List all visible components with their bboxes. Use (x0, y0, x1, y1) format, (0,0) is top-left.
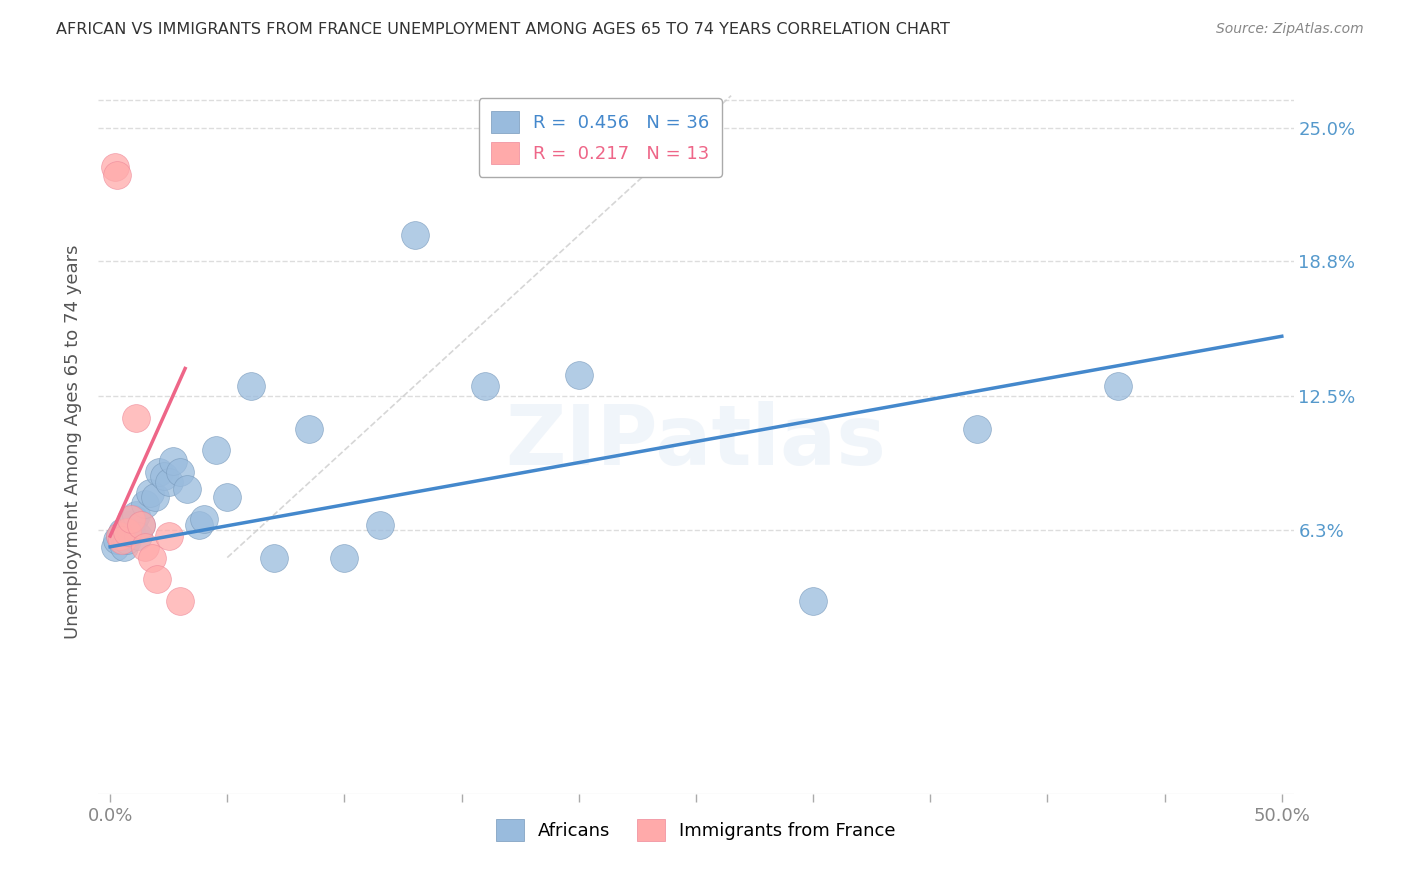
Point (125, 508, 148, 522)
Point (120, 524, 142, 539)
Point (153, 469, 176, 483)
Point (125, 411, 148, 425)
Point (115, 524, 138, 539)
Point (176, 482, 198, 496)
Point (568, 368, 591, 382)
Point (141, 550, 163, 565)
Point (169, 593, 191, 607)
Text: ZIPatlas: ZIPatlas (506, 401, 886, 482)
Point (148, 465, 170, 479)
Point (239, 378, 262, 392)
Point (193, 512, 215, 526)
Point (134, 497, 156, 511)
Point (474, 378, 496, 392)
Point (143, 491, 166, 505)
Point (162, 454, 184, 468)
Point (127, 529, 149, 543)
Point (104, 540, 127, 554)
Point (157, 529, 180, 543)
Point (298, 422, 321, 436)
Point (105, 533, 128, 548)
Point (105, 168, 128, 182)
Point (115, 533, 138, 548)
Point (217, 491, 239, 505)
Text: Source: ZipAtlas.com: Source: ZipAtlas.com (1216, 22, 1364, 37)
Point (111, 533, 134, 548)
Point (118, 518, 141, 533)
Text: AFRICAN VS IMMIGRANTS FROM FRANCE UNEMPLOYMENT AMONG AGES 65 TO 74 YEARS CORRELA: AFRICAN VS IMMIGRANTS FROM FRANCE UNEMPL… (56, 22, 950, 37)
Y-axis label: Unemployment Among Ages 65 to 74 years: Unemployment Among Ages 65 to 74 years (63, 244, 82, 639)
Point (263, 550, 285, 565)
Point (966, 422, 988, 436)
Point (404, 228, 426, 243)
Point (108, 529, 131, 543)
Point (112, 540, 135, 554)
Point (204, 443, 226, 458)
Point (188, 518, 211, 533)
Point (368, 518, 391, 533)
Point (139, 486, 162, 500)
Point (111, 524, 134, 539)
Point (1107, 378, 1129, 392)
Point (157, 475, 180, 490)
Point (129, 518, 152, 533)
Point (122, 512, 145, 526)
Point (801, 593, 824, 607)
Legend: Africans, Immigrants from France: Africans, Immigrants from France (489, 812, 903, 848)
Point (120, 512, 142, 526)
Point (104, 160, 127, 174)
Point (169, 465, 191, 479)
Point (333, 550, 356, 565)
Point (146, 572, 169, 586)
Point (108, 529, 131, 543)
Point (129, 518, 152, 533)
Point (134, 540, 156, 554)
